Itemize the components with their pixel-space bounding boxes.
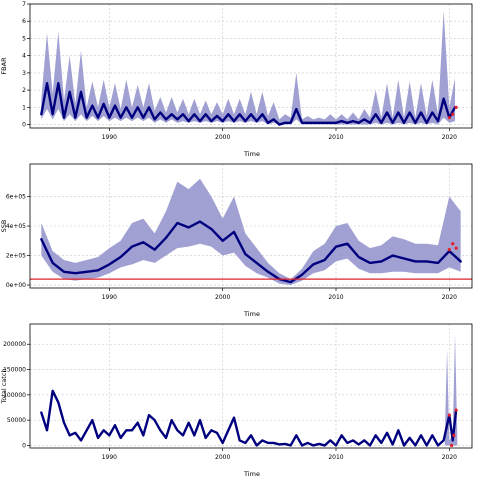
chart-panel-2: 1990 2000 2010 2020 0e+00 2e+05 4e+05 6e+05 Time…	[0, 163, 473, 318]
x-axis-title: Time	[243, 470, 260, 478]
estimate-line	[40, 220, 462, 284]
x-tick-label: 2000	[215, 134, 230, 141]
forecast-point	[454, 105, 458, 109]
y-tick-label: 5	[22, 35, 26, 42]
chart-panel-1: 1990 2000 2010 2020 0 1 2 3 4 5 6 7 Time FBAR	[0, 1, 473, 158]
x-axis-title: Time	[243, 310, 260, 318]
estimate-line	[40, 389, 458, 447]
x-tick-label: 2010	[328, 134, 343, 141]
confidence-band	[41, 10, 455, 125]
y-tick-label: 6	[22, 18, 26, 25]
y-tick-label: 4	[22, 53, 26, 60]
x-axis-title: Time	[243, 150, 260, 158]
y-tick-label: 7	[22, 1, 26, 8]
forecast-point	[451, 112, 455, 116]
x-tick-label: 1990	[102, 134, 117, 141]
forecast-point	[447, 248, 451, 252]
x-tick-label: 2020	[442, 454, 457, 461]
x-tick-label: 2020	[442, 294, 457, 301]
plot-frame	[29, 323, 473, 449]
y-tick-label: 100000	[3, 392, 26, 399]
x-tick-label: 2020	[442, 134, 457, 141]
y-tick-label: 50000	[7, 417, 26, 424]
y-tick-label: 4e+05	[6, 223, 26, 230]
plot-frame	[29, 3, 473, 129]
y-tick-label: 1	[22, 104, 26, 111]
x-tick-label: 2000	[215, 294, 230, 301]
y-tick-label: 200000	[3, 341, 26, 348]
x-tick-label: 2000	[215, 454, 230, 461]
forecast-point	[451, 242, 455, 246]
y-tick-label: 150000	[3, 367, 26, 374]
chart-panel-3: 1990 2000 2010 2020 0 50000 100000 150000 200000…	[0, 323, 473, 478]
forecast-point	[450, 443, 454, 448]
y-tick-label: 0e+00	[6, 282, 26, 289]
estimate-line	[40, 82, 457, 126]
y-axis-title: Total catch	[0, 368, 8, 404]
forecast-point	[454, 408, 458, 412]
forecast-point	[452, 433, 456, 437]
forecast-point	[454, 246, 458, 250]
y-tick-label: 2	[22, 87, 26, 94]
y-tick-label: 2e+05	[6, 253, 26, 260]
confidence-band	[41, 178, 461, 286]
x-tick-label: 1990	[102, 454, 117, 461]
x-tick-label: 2010	[328, 454, 343, 461]
x-tick-label: 1990	[102, 294, 117, 301]
forecast-point	[447, 116, 451, 120]
y-tick-label: 6e+05	[6, 193, 26, 200]
y-axis-title: FBAR	[0, 57, 8, 75]
y-tick-label: 0	[22, 122, 26, 129]
y-axis-title: SSB	[0, 220, 8, 233]
y-tick-label: 3	[22, 70, 26, 77]
y-tick-label: 0	[22, 442, 26, 449]
x-tick-label: 2010	[328, 294, 343, 301]
forecast-point	[447, 413, 451, 417]
